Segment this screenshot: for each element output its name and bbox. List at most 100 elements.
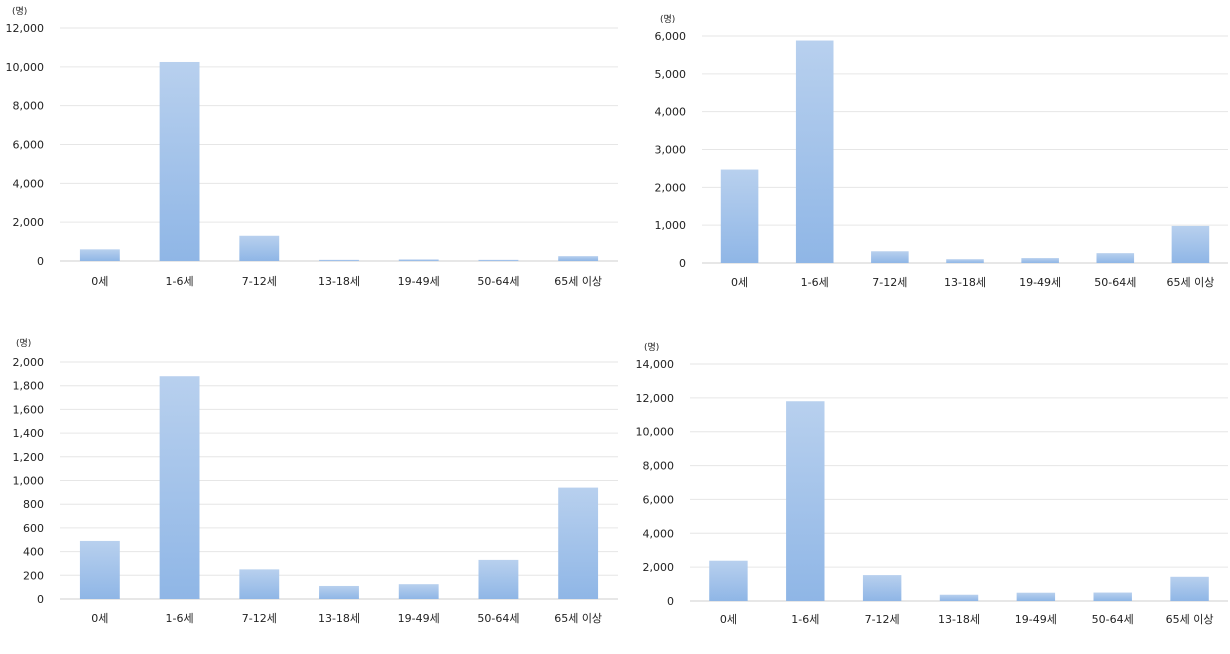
x-category-label: 50-64세 [1094,276,1136,289]
y-tick-label: 1,000 [655,219,687,232]
y-tick-label: 10,000 [6,61,45,74]
x-category-label: 19-49세 [398,275,440,288]
y-tick-label: 2,000 [13,216,45,229]
y-tick-label: 1,000 [13,475,45,488]
bar [478,259,519,261]
y-tick-label: 0 [37,255,44,268]
bar [159,376,200,599]
bar [1021,258,1059,263]
y-tick-label: 0 [37,593,44,606]
x-category-label: 65세 이상 [1166,276,1214,289]
y-tick-label: 4,000 [643,527,675,540]
chart-4-svg: (명) 0 2,000 4,000 6,000 8,000 10,000 12,000 14,… [636,342,1228,626]
y-tick-label: 12,000 [636,392,675,405]
x-category-label: 0세 [91,612,108,625]
y-tick-label: 12,000 [6,22,45,35]
x-category-label: 50-64세 [1092,613,1134,626]
bar [1170,576,1209,601]
bar [319,585,359,599]
bar [319,259,359,261]
bar [1093,592,1132,601]
x-category-label: 13-18세 [318,275,360,288]
x-category-label: 13-18세 [318,612,360,625]
y-tick-label: 800 [23,498,44,511]
bar [79,540,120,599]
x-category-label: 1-6세 [166,612,194,625]
x-category-label: 1-6세 [791,613,819,626]
x-category-label: 7-12세 [242,612,277,625]
bar [239,569,280,599]
y-tick-label: 4,000 [13,177,45,190]
y-tick-label: 0 [679,257,686,270]
chart-3: (명) 0 200 400 600 800 1,000 1,200 1,400 1,600 1,8… [0,320,620,650]
x-category-label: 65세 이상 [554,275,602,288]
x-category-label: 7-12세 [242,275,277,288]
y-unit-label: (명) [16,338,31,349]
x-category-label: 13-18세 [938,613,980,626]
y-tick-label: 10,000 [636,426,675,439]
x-category-label: 1-6세 [166,275,194,288]
x-category-label: 19-49세 [1015,613,1057,626]
chart-4: (명) 0 2,000 4,000 6,000 8,000 10,000 12,000 14,… [620,320,1230,650]
chart-1-svg: (명) 0 2,000 4,000 6,000 8,000 10,000 12,000 0세 1… [6,6,618,288]
bar [795,40,834,263]
x-category-label: 19-49세 [398,612,440,625]
y-tick-label: 600 [23,522,44,535]
bar [786,401,825,601]
y-tick-label: 6,000 [655,30,687,43]
bar [79,249,120,261]
y-tick-label: 1,800 [13,380,45,393]
x-category-label: 65세 이상 [1166,613,1214,626]
y-tick-label: 8,000 [13,100,45,113]
x-category-label: 0세 [720,613,737,626]
x-category-label: 1-6세 [801,276,829,289]
x-category-label: 7-12세 [865,613,900,626]
bar [478,559,519,599]
y-tick-label: 1,600 [13,403,45,416]
x-category-label: 0세 [731,276,748,289]
y-tick-label: 1,200 [13,451,45,464]
x-category-label: 7-12세 [872,276,907,289]
x-category-label: 50-64세 [477,275,519,288]
bar [558,256,599,261]
y-tick-label: 8,000 [643,460,675,473]
chart-2-svg: (명) 0 1,000 2,000 3,000 4,000 5,000 6,000 0세 1-6… [655,14,1228,289]
y-tick-label: 2,000 [643,561,675,574]
y-tick-label: 3,000 [655,144,687,157]
y-tick-label: 400 [23,546,44,559]
y-tick-label: 4,000 [655,106,687,119]
y-tick-label: 14,000 [636,358,675,371]
y-tick-label: 2,000 [13,356,45,369]
bar [709,560,748,601]
y-tick-label: 200 [23,569,44,582]
x-category-label: 0세 [91,275,108,288]
y-tick-label: 0 [667,595,674,608]
chart-3-svg: (명) 0 200 400 600 800 1,000 1,200 1,400 1,600 1,8… [13,338,618,625]
y-tick-label: 2,000 [655,181,687,194]
chart-1: (명) 0 2,000 4,000 6,000 8,000 10,000 12,000 0세 1… [0,0,620,300]
x-category-label: 50-64세 [477,612,519,625]
y-tick-label: 1,400 [13,427,45,440]
chart-2: (명) 0 1,000 2,000 3,000 4,000 5,000 6,000 0세 1-6… [620,0,1230,300]
bar [1171,225,1210,263]
bar [558,487,599,599]
y-tick-label: 5,000 [655,68,687,81]
bar [871,251,909,263]
bar [720,169,759,263]
x-category-label: 13-18세 [944,276,986,289]
bar [939,594,979,601]
bar [1016,592,1056,601]
bar [159,61,200,261]
y-tick-label: 6,000 [643,493,675,506]
bar [1096,253,1135,263]
bar [398,259,439,261]
y-unit-label: (명) [12,6,27,17]
x-category-label: 19-49세 [1019,276,1061,289]
y-unit-label: (명) [660,14,675,25]
bar [239,235,280,261]
y-unit-label: (명) [644,342,659,353]
y-tick-label: 6,000 [13,139,45,152]
bar [398,584,439,599]
bar [862,575,902,601]
x-category-label: 65세 이상 [554,612,602,625]
